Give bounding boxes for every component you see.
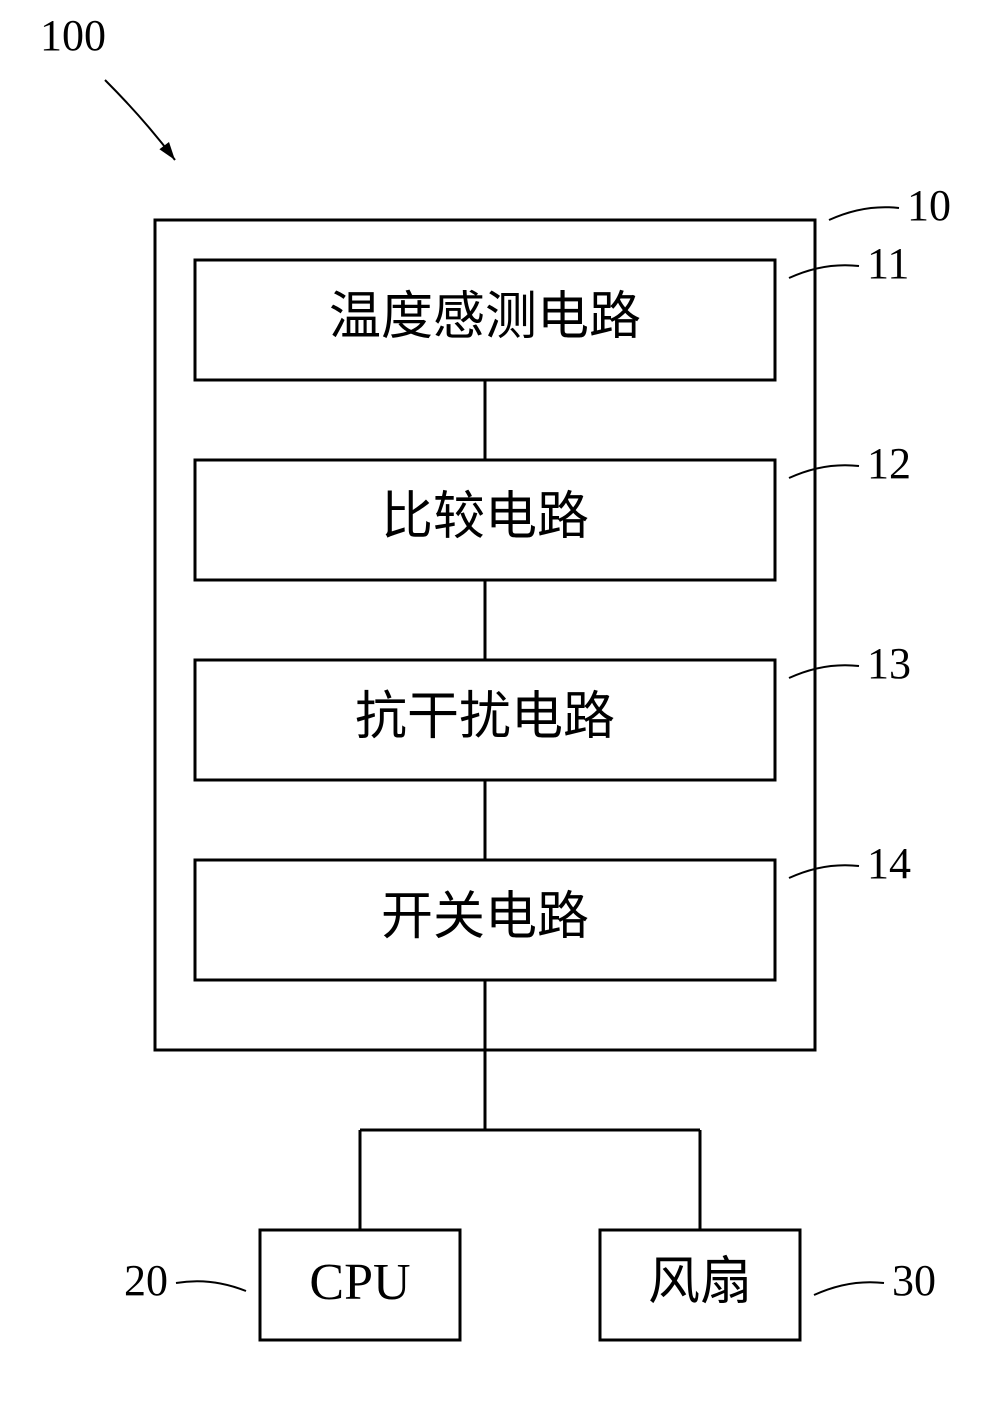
block-label-b12: 比较电路 <box>381 489 589 546</box>
label-CPU: CPU <box>309 1254 410 1311</box>
ref-11: 11 <box>867 239 909 288</box>
block-label-b11: 温度感测电路 <box>329 289 641 346</box>
figure-ref-100: 100 <box>40 11 106 60</box>
block-label-b14: 开关电路 <box>381 889 589 946</box>
ref-10: 10 <box>907 181 951 230</box>
ref-20: 20 <box>124 1256 168 1305</box>
ref-30: 30 <box>892 1256 936 1305</box>
label-风扇: 风扇 <box>648 1254 752 1311</box>
ref-14: 14 <box>867 839 911 888</box>
block-label-b13: 抗干扰电路 <box>355 689 615 746</box>
ref-12: 12 <box>867 439 911 488</box>
ref-13: 13 <box>867 639 911 688</box>
